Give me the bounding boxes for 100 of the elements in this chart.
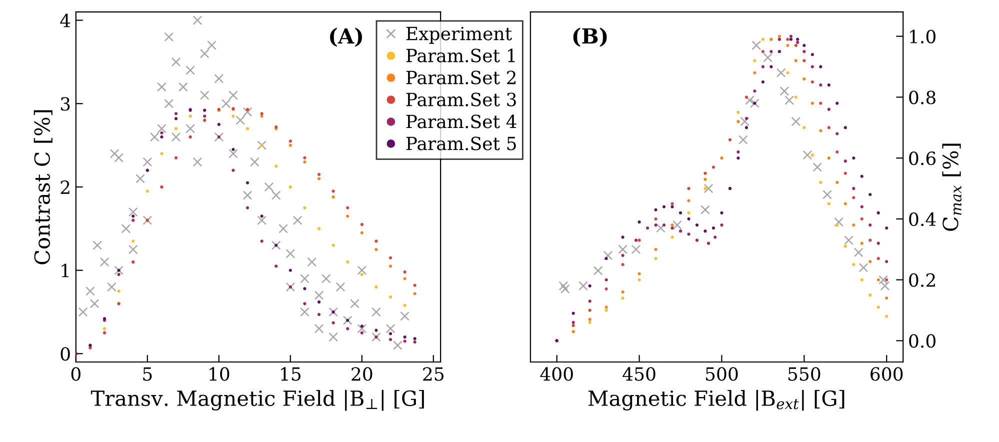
- point: [117, 290, 120, 293]
- point: [844, 172, 847, 175]
- point: [687, 232, 690, 236]
- point: [346, 206, 350, 210]
- point: [876, 242, 880, 245]
- point: [360, 331, 364, 334]
- point: [288, 285, 292, 289]
- point: [621, 236, 624, 239]
- point: [852, 196, 856, 200]
- point: [819, 102, 822, 105]
- point: [274, 164, 278, 168]
- x-tick-label: 10: [210, 367, 230, 381]
- point: [794, 59, 798, 62]
- point: [332, 321, 335, 324]
- point: [588, 318, 592, 321]
- x-axis-title: Transv. Magnetic Field |B$_{⊥}$| [G]: [90, 390, 424, 411]
- point: [876, 256, 880, 260]
- point: [761, 38, 764, 41]
- point: [876, 278, 880, 282]
- point: [621, 290, 624, 294]
- point: [288, 185, 292, 189]
- x-tick-label: 500: [706, 367, 738, 381]
- x-axis-title: Magnetic Field |B$_{ext}$| [G]: [588, 390, 844, 411]
- point: [753, 59, 756, 62]
- x-tick-label: 5: [143, 367, 152, 381]
- point: [704, 184, 714, 194]
- point: [603, 250, 613, 260]
- point: [303, 160, 306, 164]
- point: [618, 244, 628, 254]
- point: [876, 211, 880, 214]
- point: [588, 300, 592, 303]
- point: [728, 138, 732, 142]
- point: [712, 226, 716, 230]
- point: [670, 236, 674, 239]
- point: [604, 278, 608, 282]
- point: [374, 335, 378, 339]
- point: [720, 211, 724, 214]
- point: [360, 272, 364, 276]
- point: [844, 160, 847, 163]
- point: [819, 180, 822, 184]
- point: [346, 260, 350, 264]
- point: [780, 86, 790, 96]
- point: [160, 131, 164, 134]
- point: [789, 38, 793, 41]
- point: [260, 214, 264, 218]
- point: [638, 220, 641, 224]
- point: [662, 205, 666, 208]
- point: [558, 281, 568, 291]
- point: [700, 205, 710, 214]
- point: [132, 218, 135, 222]
- point: [388, 256, 392, 260]
- point: [572, 324, 575, 328]
- point: [634, 238, 638, 242]
- point: [232, 168, 235, 172]
- point: [695, 223, 699, 227]
- point: [217, 122, 220, 126]
- y-tick-label: 3: [60, 97, 70, 111]
- point: [654, 208, 658, 212]
- point: [752, 40, 762, 50]
- annotation: (B): [573, 28, 607, 47]
- point: [827, 156, 830, 160]
- point: [687, 211, 690, 214]
- point: [588, 284, 592, 288]
- point: [753, 71, 756, 74]
- point: [761, 80, 764, 84]
- point: [712, 166, 716, 169]
- point: [670, 226, 674, 230]
- x-tick-label: 600: [870, 367, 903, 381]
- point: [260, 240, 264, 243]
- point: [885, 278, 888, 282]
- point: [852, 186, 856, 190]
- point: [770, 50, 773, 54]
- point: [360, 324, 364, 328]
- point: [374, 285, 378, 289]
- point: [332, 195, 335, 199]
- point: [572, 312, 575, 315]
- y-tick-label: 4: [60, 14, 70, 28]
- y-tick-label: 0.6: [909, 152, 936, 166]
- point: [217, 135, 220, 139]
- point: [687, 217, 690, 220]
- point: [802, 150, 812, 160]
- point: [621, 296, 624, 300]
- point: [360, 231, 364, 234]
- point: [413, 292, 416, 296]
- point: [761, 50, 764, 54]
- point: [860, 205, 864, 208]
- y-axis-title: Contrast C [%]: [34, 110, 52, 264]
- legend-label: Experiment: [406, 26, 512, 44]
- point: [844, 126, 847, 130]
- point: [753, 90, 756, 93]
- point: [704, 178, 707, 181]
- point: [260, 144, 264, 147]
- point: [593, 266, 603, 276]
- point: [132, 214, 135, 218]
- y-tick-label: 0.0: [909, 334, 936, 348]
- point: [827, 202, 830, 206]
- point: [819, 83, 822, 87]
- point: [403, 335, 406, 339]
- point: [117, 268, 120, 272]
- point: [852, 156, 856, 160]
